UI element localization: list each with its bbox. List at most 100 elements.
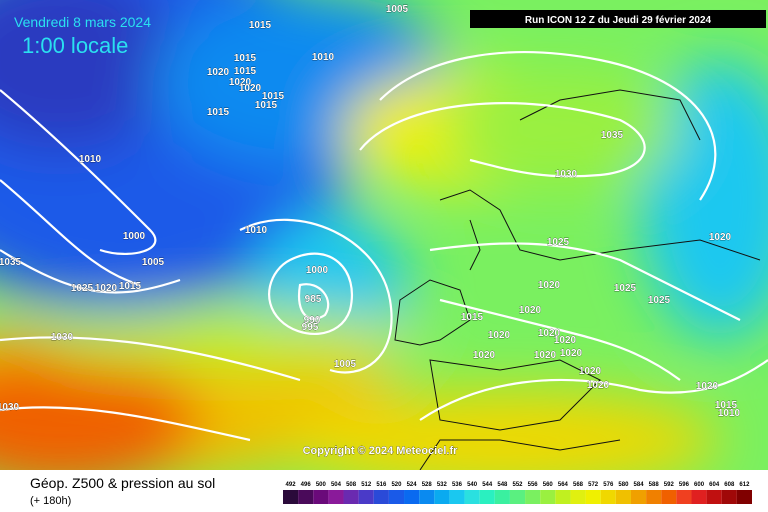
isobar-label: 1030 — [555, 169, 578, 180]
legend-swatch — [298, 490, 314, 504]
isobar-label: 1020 — [519, 305, 542, 316]
legend-swatch — [555, 490, 571, 504]
isobar-label: 1020 — [538, 328, 561, 339]
isobar-label: 1025 — [547, 237, 570, 248]
legend-swatch — [328, 490, 344, 504]
legend-swatch — [736, 490, 752, 504]
legend-swatch — [661, 490, 677, 504]
legend-label: 512 — [361, 482, 372, 488]
legend-label: 580 — [618, 482, 629, 488]
isobar-label: 1020 — [229, 77, 252, 88]
legend-label: 604 — [709, 482, 720, 488]
isobar-label: 1000 — [123, 231, 146, 242]
legend-swatch — [676, 490, 692, 504]
legend-label: 564 — [558, 482, 569, 488]
legend-label: 596 — [679, 482, 690, 488]
isobar-label: 1020 — [488, 330, 511, 341]
isobar-label: 1015 — [255, 100, 278, 111]
legend-label: 528 — [422, 482, 433, 488]
legend-label: 584 — [634, 482, 645, 488]
legend-label: 592 — [664, 482, 675, 488]
isobar-label: 1015 — [234, 66, 257, 77]
legend-label: 568 — [573, 482, 584, 488]
footer-subtitle: (+ 180h) — [30, 495, 71, 507]
isobar-label: 1030 — [0, 402, 20, 413]
legend-label: 572 — [588, 482, 599, 488]
legend-swatch — [464, 490, 480, 504]
isobar-label: 1005 — [386, 4, 409, 15]
legend-label: 556 — [528, 482, 539, 488]
isobar-labels: 1015100510101015101510201020102010151015… — [0, 4, 741, 419]
isobar-label: 1015 — [207, 107, 230, 118]
isobar-label: 1020 — [709, 232, 732, 243]
legend-swatch — [434, 490, 450, 504]
legend-swatch — [721, 490, 737, 504]
legend-swatch — [388, 490, 405, 504]
isobar-label: 1020 — [239, 83, 262, 94]
legend-swatch — [615, 490, 631, 504]
legend-label: 540 — [467, 482, 478, 488]
isobar-label: 990 — [304, 315, 321, 326]
legend-label: 532 — [437, 482, 448, 488]
isobar-label: 1020 — [587, 380, 610, 391]
legend-swatch — [404, 490, 420, 504]
legend-swatch — [525, 490, 541, 504]
legend-label: 524 — [407, 482, 418, 488]
legend-label: 516 — [376, 482, 387, 488]
legend-label: 552 — [512, 482, 523, 488]
legend-swatch — [509, 490, 526, 504]
isobar-label: 1020 — [696, 381, 719, 392]
isobar-label: 1020 — [473, 350, 496, 361]
isobar-label: 1010 — [79, 154, 102, 165]
legend-label: 576 — [603, 482, 614, 488]
legend-label: 588 — [649, 482, 660, 488]
legend-label: 504 — [331, 482, 342, 488]
isobar-label: 1005 — [142, 257, 165, 268]
legend-swatch — [585, 490, 601, 504]
isobar-label: 1000 — [306, 265, 329, 276]
forecast-time: 1:00 locale — [22, 33, 128, 58]
legend-swatch — [570, 490, 586, 504]
isobar-label: 1020 — [538, 280, 561, 291]
legend-swatch — [283, 490, 299, 504]
isobar-label: 1020 — [534, 350, 557, 361]
isobar-label: 1030 — [51, 332, 74, 343]
isobar-label: 1015 — [119, 281, 142, 292]
legend-swatch — [600, 490, 616, 504]
legend-swatch — [630, 490, 647, 504]
legend-swatch — [449, 490, 465, 504]
isobar-label: 1020 — [95, 283, 118, 294]
isobar-label: 1015 — [461, 312, 484, 323]
legend-swatch — [646, 490, 662, 504]
legend-label: 560 — [543, 482, 554, 488]
legend-label: 496 — [301, 482, 312, 488]
isobar-label: 1020 — [207, 67, 230, 78]
isobar-label: 1015 — [262, 91, 285, 102]
legend-label: 508 — [346, 482, 357, 488]
isobar-label: 995 — [302, 322, 319, 333]
color-scale: 492 496 500 504 508 512 516 520 524 528 532 536 540 5… — [283, 482, 752, 504]
legend-label: 612 — [739, 482, 750, 488]
legend-label: 520 — [391, 482, 402, 488]
legend-label: 492 — [286, 482, 297, 488]
isobar-label: 1035 — [0, 257, 22, 268]
legend-label: 544 — [482, 482, 493, 488]
run-banner — [470, 10, 766, 28]
isobar-label: 1010 — [312, 52, 335, 63]
run-info: Run ICON 12 Z du Jeudi 29 février 2024 — [525, 15, 712, 26]
isobar-label: 985 — [305, 294, 322, 305]
legend-swatch — [313, 490, 329, 504]
legend-swatch — [691, 490, 707, 504]
isobar-label: 1020 — [560, 348, 583, 359]
isobar-label: 1025 — [71, 283, 94, 294]
isobar-label: 1025 — [614, 283, 637, 294]
geopotential-field — [0, 0, 768, 470]
legend-label: 608 — [724, 482, 735, 488]
isobar-label: 1035 — [601, 130, 624, 141]
isobar-label: 1010 — [718, 408, 741, 419]
legend-swatch — [479, 490, 495, 504]
legend-swatch — [358, 490, 374, 504]
legend-swatch — [343, 490, 359, 504]
legend-swatch — [494, 490, 510, 504]
